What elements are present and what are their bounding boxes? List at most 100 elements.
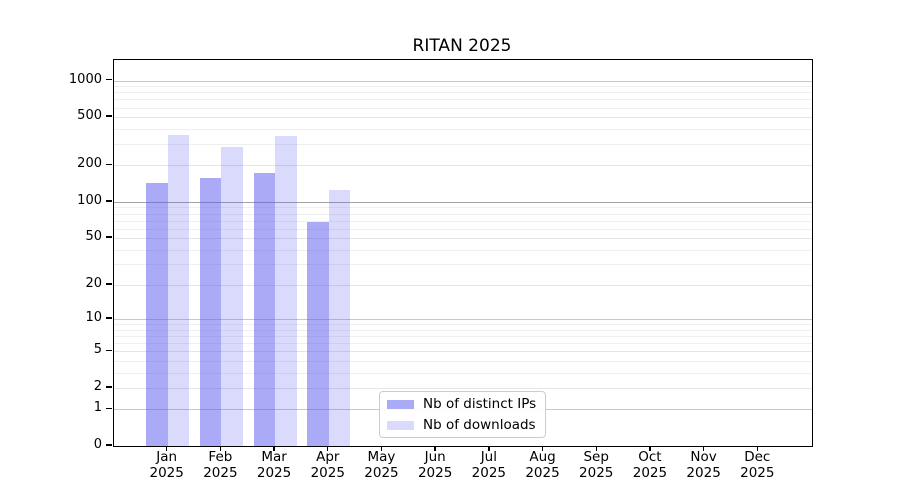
x-axis-tick-label: Jun 2025 xyxy=(405,449,465,481)
x-tick-year: 2025 xyxy=(471,465,507,481)
legend-row-downloads: Nb of downloads xyxy=(387,417,545,433)
gridline xyxy=(114,207,812,209)
x-axis-tick-label: Feb 2025 xyxy=(190,449,250,481)
y-axis-tick-mark xyxy=(105,317,112,319)
gridline xyxy=(114,201,812,203)
y-axis-tick-label: 1000 xyxy=(68,71,102,87)
bar-distinct-ips-feb xyxy=(199,177,222,446)
y-axis-tick-label: 1 xyxy=(93,400,102,416)
gridline xyxy=(114,228,812,230)
bar-downloads-apr xyxy=(328,190,351,446)
gridline xyxy=(114,92,812,94)
gridline xyxy=(114,372,812,374)
x-tick-month: Aug xyxy=(529,449,556,465)
x-tick-month: May xyxy=(367,449,396,465)
x-tick-month: Feb xyxy=(208,449,233,465)
x-tick-year: 2025 xyxy=(310,465,345,481)
x-axis-tick-mark xyxy=(702,446,705,451)
gridline xyxy=(114,213,812,215)
x-tick-year: 2025 xyxy=(256,465,292,481)
bar-downloads-jan xyxy=(167,134,190,446)
legend-label-downloads: Nb of downloads xyxy=(423,417,536,433)
gridline xyxy=(114,387,812,389)
legend-row-distinct-ips: Nb of distinct IPs xyxy=(387,396,545,412)
gridline xyxy=(114,165,812,167)
y-axis-tick-mark xyxy=(105,349,112,351)
gridline xyxy=(114,249,812,251)
x-axis-tick-label: Sep 2025 xyxy=(566,449,626,481)
gridline xyxy=(114,351,812,353)
y-axis-tick-mark xyxy=(105,115,112,117)
bar-downloads-mar xyxy=(275,136,297,446)
y-axis-tick-mark xyxy=(105,78,112,81)
x-axis-tick-mark xyxy=(380,446,383,451)
gridline xyxy=(114,238,812,239)
x-axis-tick-label: Jul 2025 xyxy=(459,449,519,481)
y-axis-tick-label: 10 xyxy=(85,310,102,326)
x-axis-tick-mark xyxy=(541,446,544,451)
x-tick-month: Nov xyxy=(690,449,717,465)
x-axis-tick-mark xyxy=(327,446,329,451)
x-axis-tick-label: Nov 2025 xyxy=(674,449,734,481)
x-tick-year: 2025 xyxy=(203,465,238,481)
x-tick-year: 2025 xyxy=(149,465,184,481)
gridline xyxy=(114,324,812,326)
x-tick-year: 2025 xyxy=(525,465,560,481)
y-axis-tick-mark xyxy=(105,444,112,446)
x-axis-tick-mark xyxy=(595,446,597,451)
y-axis-tick-label: 20 xyxy=(85,275,102,291)
x-axis-tick-label: Jan 2025 xyxy=(137,449,197,481)
chart-title: RITAN 2025 xyxy=(412,36,512,56)
y-axis-tick-label: 0 xyxy=(93,437,102,452)
x-axis-tick-mark xyxy=(434,446,436,451)
gridline xyxy=(114,284,812,286)
gridline xyxy=(114,336,812,337)
y-axis-tick-label: 2 xyxy=(93,378,102,394)
y-axis-tick-mark xyxy=(105,236,112,238)
y-axis-tick-label: 500 xyxy=(77,108,102,124)
legend: Nb of distinct IPs Nb of downloads xyxy=(379,391,546,438)
gridline xyxy=(114,107,812,109)
x-tick-year: 2025 xyxy=(686,465,721,481)
x-tick-year: 2025 xyxy=(632,465,668,481)
x-axis-tick-mark xyxy=(488,446,490,451)
gridline xyxy=(114,220,812,222)
gridline xyxy=(114,329,812,331)
x-axis-tick-label: Dec 2025 xyxy=(727,449,787,481)
x-tick-month: Jul xyxy=(480,449,497,465)
gridline xyxy=(114,343,812,345)
x-tick-year: 2025 xyxy=(364,465,399,481)
x-tick-month: Jan xyxy=(156,449,178,465)
y-axis-tick-mark xyxy=(105,283,112,285)
x-tick-year: 2025 xyxy=(740,465,775,481)
y-axis-tick-mark xyxy=(105,163,112,166)
y-axis-tick-label: 50 xyxy=(85,229,102,244)
legend-swatch-downloads-icon xyxy=(387,420,414,430)
gridline xyxy=(114,319,812,321)
legend-swatch-distinct-ips-icon xyxy=(387,399,414,409)
x-axis-tick-mark xyxy=(649,446,651,451)
y-axis-tick-mark xyxy=(105,407,112,410)
x-tick-month: Apr xyxy=(316,449,340,465)
x-axis-tick-label: Oct 2025 xyxy=(620,449,680,481)
gridline xyxy=(114,264,812,266)
x-axis-tick-mark xyxy=(756,446,758,451)
bar-downloads-feb xyxy=(221,147,243,446)
x-axis-tick-label: Apr 2025 xyxy=(298,449,358,481)
gridline xyxy=(114,117,812,119)
x-tick-month: Dec xyxy=(744,449,771,465)
x-axis-tick-label: May 2025 xyxy=(351,449,411,481)
x-tick-year: 2025 xyxy=(417,465,453,481)
gridline xyxy=(114,144,812,146)
gridline xyxy=(114,128,812,130)
gridline xyxy=(114,360,812,362)
x-axis-tick-mark xyxy=(165,446,168,451)
x-axis-tick-mark xyxy=(219,446,222,451)
legend-label-distinct-ips: Nb of distinct IPs xyxy=(423,396,537,412)
x-tick-month: Sep xyxy=(583,449,609,465)
x-axis-tick-label: Aug 2025 xyxy=(513,449,573,481)
x-tick-month: Mar xyxy=(261,449,287,465)
gridline xyxy=(114,86,812,88)
x-tick-year: 2025 xyxy=(579,465,614,481)
y-axis-tick-label: 100 xyxy=(77,192,102,208)
